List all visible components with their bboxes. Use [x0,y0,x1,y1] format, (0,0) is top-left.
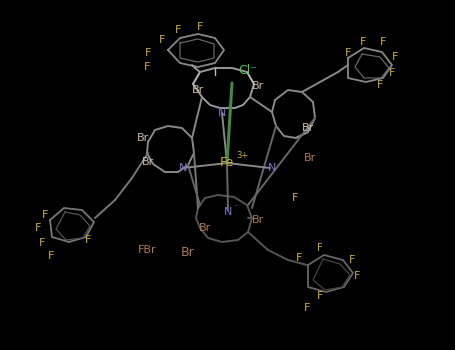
Text: F: F [35,223,41,233]
Text: N: N [218,108,226,118]
Text: Br: Br [142,157,154,167]
Text: F: F [392,52,398,62]
Text: Fe: Fe [220,156,234,169]
Text: F: F [144,62,150,72]
Text: F: F [159,35,165,45]
Text: F: F [42,210,48,220]
Text: F: F [175,25,181,35]
Text: Br: Br [199,223,211,233]
Text: F: F [85,235,91,245]
Text: Br: Br [252,215,264,225]
Text: N: N [179,163,187,173]
Text: Br: Br [302,123,314,133]
Text: F: F [292,193,298,203]
Text: Cl⁻: Cl⁻ [238,63,258,77]
Text: F: F [380,37,386,47]
Text: Br: Br [137,133,149,143]
Text: N: N [268,163,276,173]
Text: F: F [304,303,310,313]
Text: Br: Br [252,81,264,91]
Text: Br: Br [192,85,204,95]
Text: Br: Br [304,153,316,163]
Text: F: F [48,251,54,261]
Text: F: F [389,68,395,78]
Text: F: F [197,22,203,32]
Text: F: F [377,80,383,90]
Text: F: F [317,291,323,301]
Text: F: F [296,253,302,263]
Text: ⁻: ⁻ [227,104,231,112]
Text: F: F [349,255,355,265]
Text: F: F [39,238,45,248]
Text: FBr: FBr [138,245,157,255]
Text: F: F [317,243,323,253]
Text: F: F [360,37,366,47]
Text: N: N [224,207,232,217]
Text: F: F [354,271,360,281]
Text: F: F [145,48,151,58]
Text: F: F [345,48,351,58]
Text: Br: Br [181,245,195,259]
Text: 3+: 3+ [236,150,248,160]
Text: ⁻: ⁻ [234,203,238,211]
